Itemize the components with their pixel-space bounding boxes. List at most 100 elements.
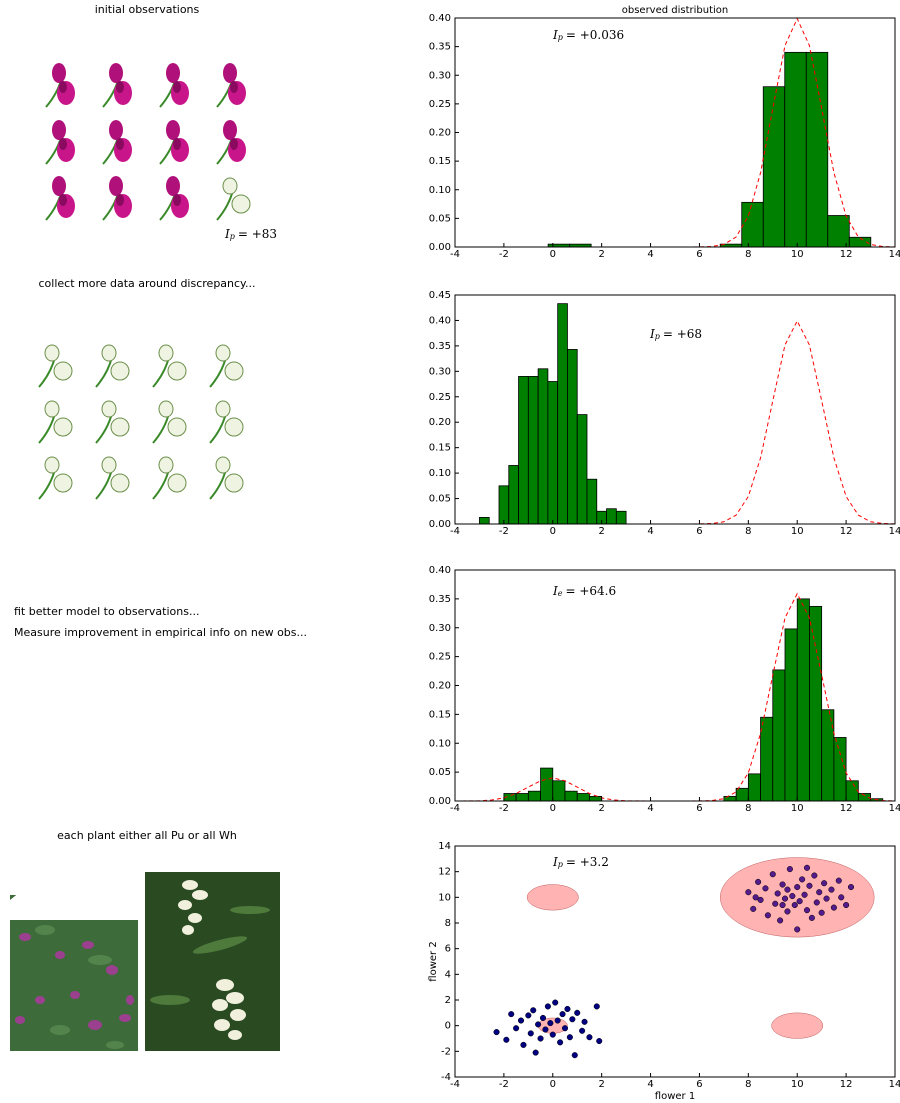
y-tick-label: 0.35	[429, 341, 451, 352]
flower-icon	[216, 177, 251, 221]
petal	[53, 361, 73, 381]
point	[772, 900, 779, 907]
x-tick-label: 12	[840, 526, 853, 537]
point	[803, 864, 811, 871]
flower-icon	[152, 456, 187, 500]
point	[535, 1021, 542, 1028]
petal	[110, 417, 130, 437]
petal	[110, 361, 130, 381]
point	[755, 878, 762, 885]
flower-icon	[45, 176, 75, 221]
bar	[741, 201, 764, 248]
x-tick-label: 14	[889, 526, 900, 537]
petal-shade	[173, 138, 181, 150]
y-tick-label: 8	[445, 918, 451, 929]
y-tick-label: 0.10	[429, 185, 451, 196]
y-tick-label: 0.45	[429, 290, 451, 301]
point	[818, 909, 825, 916]
annotation: Ip = +0.036	[552, 28, 624, 43]
point	[821, 880, 828, 887]
petal	[224, 473, 244, 493]
petal	[52, 120, 66, 140]
petal	[158, 400, 174, 418]
bar	[498, 485, 510, 525]
y-tick-label: 0.00	[429, 519, 451, 530]
axes-frame	[454, 294, 896, 525]
x-tick-label: 0	[550, 1079, 556, 1090]
flower-icon	[209, 456, 244, 500]
bar	[547, 381, 559, 525]
point	[769, 871, 776, 878]
bar	[557, 303, 568, 525]
petal	[223, 120, 237, 140]
point	[537, 1035, 544, 1042]
stem	[209, 356, 227, 388]
x-tick-label: 10	[791, 803, 804, 814]
point	[828, 886, 835, 893]
x-tick-label: 8	[745, 803, 751, 814]
petal	[222, 177, 238, 195]
component-ellipse	[526, 884, 579, 911]
point	[561, 1025, 569, 1032]
x-tick-label: 2	[598, 803, 604, 814]
x-tick-label: -4	[450, 249, 460, 260]
y-tick-label: 0.40	[429, 565, 451, 576]
petal	[158, 456, 174, 474]
petal	[44, 344, 60, 362]
photo-edge	[10, 880, 138, 920]
point	[593, 1003, 600, 1010]
x-tick-label: 6	[696, 803, 702, 814]
y-tick-label: 0.30	[429, 70, 451, 81]
annotation-symbol: I	[552, 584, 558, 598]
y-tick-label: 0.15	[429, 443, 451, 454]
point	[542, 1026, 549, 1033]
bar	[540, 767, 554, 802]
point	[586, 1034, 593, 1041]
caption: initial observations	[95, 3, 200, 16]
point	[808, 914, 815, 921]
leaves	[150, 906, 270, 1005]
bar	[827, 215, 850, 248]
petal	[52, 176, 66, 196]
x-tick-label: -4	[450, 1079, 460, 1090]
annotation-text: = +0.036	[566, 28, 624, 42]
y-tick-label: -2	[441, 1046, 451, 1057]
x-tick-label: 6	[696, 526, 702, 537]
point	[547, 1020, 554, 1027]
x-tick-label: 10	[791, 1079, 804, 1090]
y-tick-label: 0.40	[429, 13, 451, 24]
stem	[152, 356, 170, 388]
point	[830, 904, 837, 911]
petal	[53, 417, 73, 437]
bar	[747, 773, 761, 802]
point	[803, 907, 811, 914]
point	[750, 905, 757, 912]
petal	[109, 120, 123, 140]
bar	[567, 349, 578, 525]
bar	[564, 790, 578, 802]
bar	[615, 510, 627, 525]
point	[774, 890, 781, 897]
petal-shade	[230, 81, 238, 93]
flower-icon	[38, 344, 73, 388]
stem	[38, 412, 56, 444]
annotation-text: = +3.2	[566, 855, 609, 869]
point	[752, 894, 759, 901]
point	[799, 876, 806, 883]
annotation: Ip = +68	[649, 327, 702, 342]
petal	[223, 63, 237, 83]
flower-icon	[152, 344, 187, 388]
bar	[809, 605, 823, 802]
stem	[95, 356, 113, 388]
x-tick-label: 8	[745, 526, 751, 537]
petal	[101, 400, 117, 418]
flower-icon	[102, 63, 132, 108]
y-tick-label: -4	[441, 1072, 451, 1083]
flower-icon	[209, 344, 244, 388]
point	[581, 1018, 588, 1025]
petal	[109, 176, 123, 196]
flower-icon	[95, 456, 130, 500]
x-tick-label: 4	[647, 1079, 653, 1090]
petal-shade	[59, 81, 67, 93]
